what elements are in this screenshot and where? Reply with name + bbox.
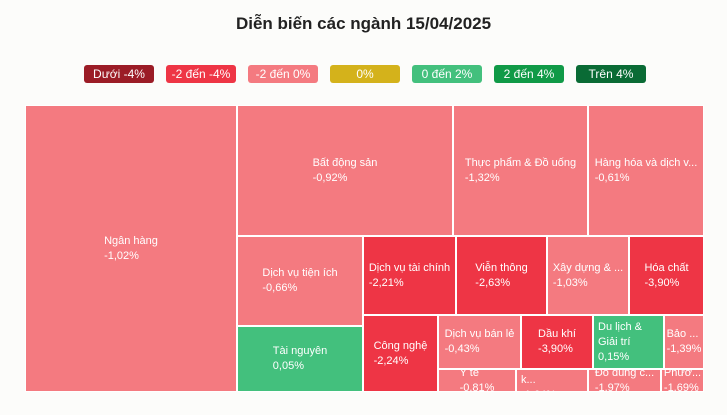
tile-value: -1,03%	[552, 276, 588, 289]
tile-name: Y tế	[459, 369, 479, 379]
treemap-tile: Đồ dùng c... -1,97%	[588, 369, 661, 392]
tile-value: -0,61%	[594, 171, 630, 184]
tile-name: Ngân hàng	[104, 234, 158, 247]
tile-name: Xây dựng & ...	[552, 261, 624, 274]
tile-name: Phươ...	[663, 369, 702, 379]
tile-value: -1,69%	[663, 381, 699, 392]
treemap-tile: Viễn thông -2,63%	[456, 236, 547, 315]
treemap-tile: Phươ... -1,69%	[661, 369, 704, 392]
tile-value: -0,92%	[312, 171, 348, 184]
tile-name: Bất động sản	[312, 156, 378, 169]
tile-name: Dịch vụ tài chính	[368, 261, 451, 274]
tile-label: Dịch vụ tài chính -2,21%	[365, 261, 454, 291]
tile-label: Công nghệ -2,24%	[370, 339, 432, 369]
legend-item: Trên 4%	[576, 65, 646, 83]
treemap-tile: Xây dựng & ... -1,03%	[547, 236, 629, 315]
tile-value: -2,63%	[475, 276, 511, 289]
tile-label: Thực phẩm & Đồ uống -1,32%	[461, 156, 580, 186]
treemap-tile: Dịch vụ tiện ích -0,66%	[237, 236, 363, 326]
tile-value: -1,97%	[594, 381, 630, 392]
tile-value: -0,43%	[444, 343, 480, 355]
treemap-tile: Dịch vụ tài chính -2,21%	[363, 236, 456, 315]
tile-value: -3,90%	[644, 276, 680, 289]
tile-value: -1,39%	[666, 343, 702, 355]
tile-value: 0,05%	[272, 360, 304, 372]
tile-value: -2,21%	[368, 276, 404, 289]
tile-name: Dầu khí	[538, 328, 576, 340]
tile-label: Đồ dùng c... -1,97%	[591, 369, 658, 392]
treemap-tile: Hàng hóa và dịch v... -0,61%	[588, 105, 704, 236]
tile-name: Ôtô & linh k...	[521, 370, 569, 386]
tile-name: Tài nguyên	[272, 345, 328, 357]
tile-label: Bất động sản -0,92%	[309, 156, 382, 186]
tile-value: 0,15%	[598, 350, 630, 363]
treemap-tile: Bất động sản -0,92%	[237, 105, 453, 236]
treemap-tile: Dầu khí -3,90%	[521, 315, 593, 369]
tile-name: Công nghệ	[373, 339, 428, 352]
tile-name: Đồ dùng c...	[594, 369, 655, 379]
tile-name: Dịch vụ bán lẻ	[444, 328, 515, 340]
tile-label: Ôtô & linh k... -1,64%	[517, 370, 587, 391]
legend-item: -2 đến -4%	[166, 65, 236, 83]
legend-item: 0 đến 2%	[412, 65, 482, 83]
treemap-tile: Ôtô & linh k... -1,64%	[516, 369, 588, 392]
tile-label: Ngân hàng -1,02%	[100, 234, 162, 264]
legend-item: Dưới -4%	[84, 65, 154, 83]
tile-value: -1,02%	[104, 249, 139, 262]
tile-name: Du lịch & Giải trí	[598, 320, 643, 348]
treemap-tile: Thực phẩm & Đồ uống -1,32%	[453, 105, 588, 236]
treemap-tile: Tài nguyên 0,05%	[237, 326, 363, 392]
tile-name: Bảo ...	[666, 328, 699, 340]
chart-title: Diễn biến các ngành 15/04/2025	[235, 14, 492, 33]
treemap-tile: Du lịch & Giải trí 0,15%	[593, 315, 664, 369]
tile-name: Thực phẩm & Đồ uống	[464, 156, 577, 169]
tile-value: -0,66%	[262, 282, 298, 294]
tile-label: Dầu khí -3,90%	[534, 327, 580, 357]
treemap-tile: Công nghệ -2,24%	[363, 315, 438, 392]
legend-item: 0%	[330, 65, 400, 83]
tile-label: Y tế -0,81%	[456, 369, 499, 392]
tile-label: Phươ... -1,69%	[662, 369, 703, 392]
tile-label: Hàng hóa và dịch v... -0,61%	[591, 156, 702, 186]
tile-label: Dịch vụ bán lẻ -0,43%	[441, 327, 519, 357]
tile-label: Bảo ... -1,39%	[665, 327, 703, 357]
treemap-tile: Hóa chất -3,90%	[629, 236, 704, 315]
treemap-tile: Y tế -0,81%	[438, 369, 516, 392]
tile-value: -2,24%	[373, 354, 409, 367]
legend-item: -2 đến 0%	[248, 65, 318, 83]
tile-name: Hóa chất	[644, 261, 689, 274]
tile-value: -1,32%	[464, 171, 500, 184]
tile-name: Dịch vụ tiện ích	[262, 267, 338, 279]
tile-value: -1,64%	[521, 388, 583, 391]
treemap-tile: Dịch vụ bán lẻ -0,43%	[438, 315, 521, 369]
tile-name: Viễn thông	[475, 261, 528, 274]
tile-label: Viễn thông -2,63%	[471, 261, 531, 291]
tile-value: -3,90%	[538, 343, 573, 355]
tile-label: Dịch vụ tiện ích -0,66%	[258, 266, 341, 296]
tile-label: Hóa chất -3,90%	[640, 261, 692, 291]
treemap-tile: Bảo ... -1,39%	[664, 315, 704, 369]
treemap-tile: Ngân hàng -1,02%	[25, 105, 237, 392]
tile-label: Xây dựng & ... -1,03%	[549, 261, 627, 291]
tile-value: -0,81%	[459, 381, 495, 392]
tile-label: Tài nguyên 0,05%	[269, 344, 331, 374]
tile-label: Du lịch & Giải trí 0,15%	[594, 320, 663, 365]
legend-item: 2 đến 4%	[494, 65, 564, 83]
tile-name: Hàng hóa và dịch v...	[594, 156, 698, 169]
